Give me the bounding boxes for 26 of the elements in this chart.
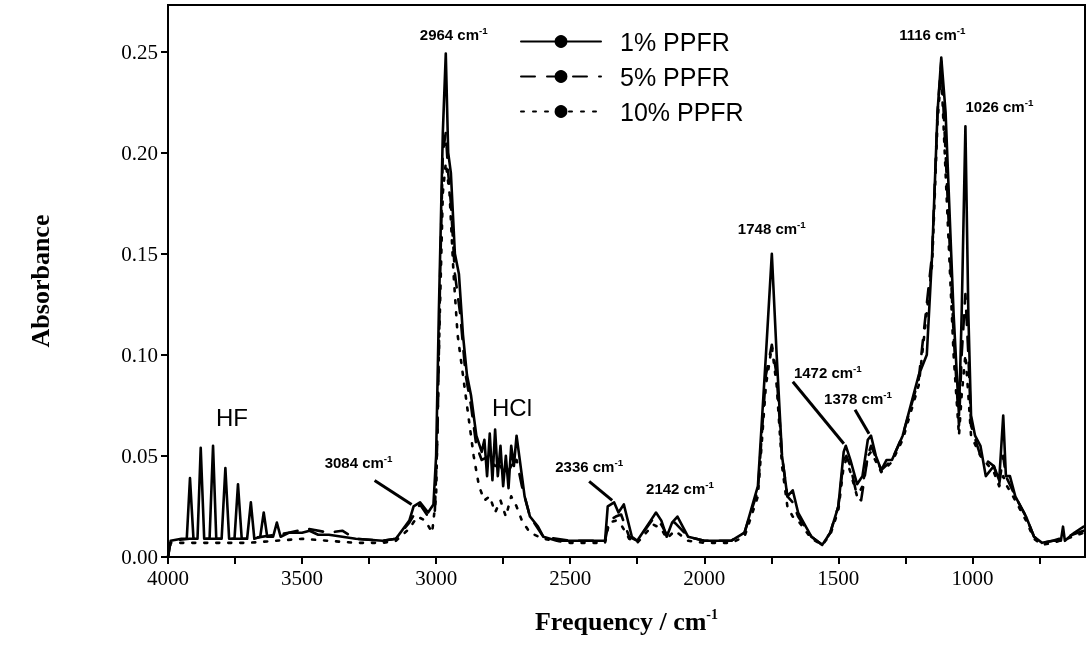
x-tick-label: 2500 xyxy=(549,565,592,590)
annotation: HCl xyxy=(492,394,532,422)
annotation: 1378 cm$^{-1}$ xyxy=(824,388,892,408)
annotation: HF xyxy=(216,404,248,432)
y-tick-label: 0.15 xyxy=(121,241,158,266)
y-tick-label: 0.20 xyxy=(121,140,158,165)
x-tick-label: 1500 xyxy=(817,565,860,590)
annotation: 1748 cm$^{-1}$ xyxy=(737,218,806,238)
x-tick-label: 2000 xyxy=(683,565,726,590)
x-tick-label: 1000 xyxy=(951,565,994,590)
legend-label: 5% PPFR xyxy=(620,62,730,91)
annotation: 1116 cm$^{-1}$ xyxy=(899,24,966,43)
annotation: 1472 cm$^{-1}$ xyxy=(793,362,862,382)
y-tick-label: 0.05 xyxy=(121,443,158,468)
annotation: 2336 cm$^{-1}$ xyxy=(555,457,624,476)
annotation: 2142 cm$^{-1}$ xyxy=(646,478,714,498)
annotation: 3084 cm$^{-1}$ xyxy=(324,453,393,472)
y-tick-label: 0.25 xyxy=(121,39,158,64)
annotation: 1026 cm$^{-1}$ xyxy=(965,96,1034,116)
legend-label: 10% PPFR xyxy=(620,97,744,126)
y-axis-title: Absorbance xyxy=(25,214,55,348)
legend-label: 1% PPFR xyxy=(620,27,730,56)
y-tick-label: 0.10 xyxy=(121,342,158,367)
annotation: 2964 cm$^{-1}$ xyxy=(419,24,488,43)
x-tick-label: 3000 xyxy=(415,565,458,590)
x-tick-label: 3500 xyxy=(281,565,324,590)
